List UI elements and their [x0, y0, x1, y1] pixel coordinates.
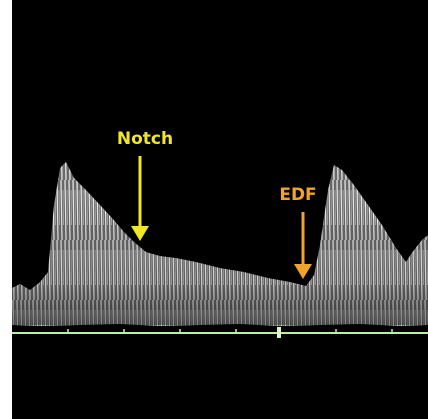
edf-label: EDF	[279, 185, 316, 205]
doppler-image: Notch EDF	[0, 0, 428, 419]
notch-label: Notch	[117, 129, 173, 149]
page: {"annotations": [{"label": "Notch"}, {"l…	[0, 0, 428, 419]
